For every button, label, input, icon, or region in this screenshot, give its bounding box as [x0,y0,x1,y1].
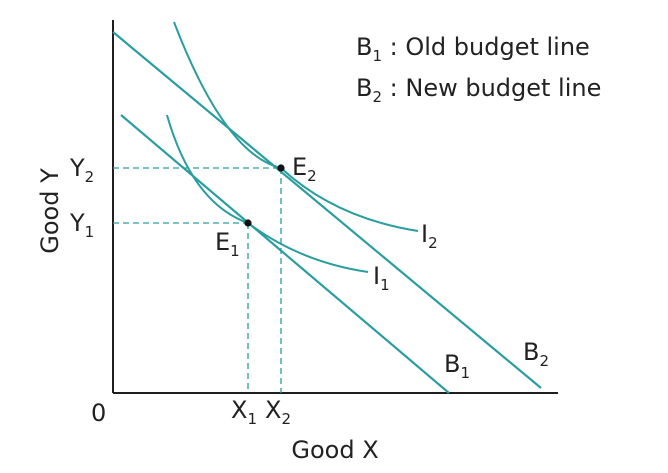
label-e1: E1 [215,228,240,260]
x-axis-title: Good X [291,436,378,464]
budget-line-b2 [112,31,542,389]
tick-y1: Y1 [69,209,94,241]
legend-b1: B1 : Old budget line [356,33,590,65]
legend-b2: B2 : New budget line [356,74,601,106]
tick-y2: Y2 [69,154,94,186]
tick-x1: X1 [231,396,257,428]
label-i1: I1 [373,262,390,294]
label-b2: B2 [523,338,549,370]
equilibrium-point-e2 [277,164,285,172]
label-e2: E2 [292,153,317,185]
equilibrium-point-e1 [244,219,252,227]
origin-label: 0 [91,399,106,427]
budget-line-b1 [120,114,450,394]
label-i2: I2 [421,220,438,252]
y-axis-title: Good Y [36,168,64,254]
tick-x2: X2 [265,396,291,428]
label-b1: B1 [444,350,470,382]
indifference-curve-i1 [166,114,369,273]
